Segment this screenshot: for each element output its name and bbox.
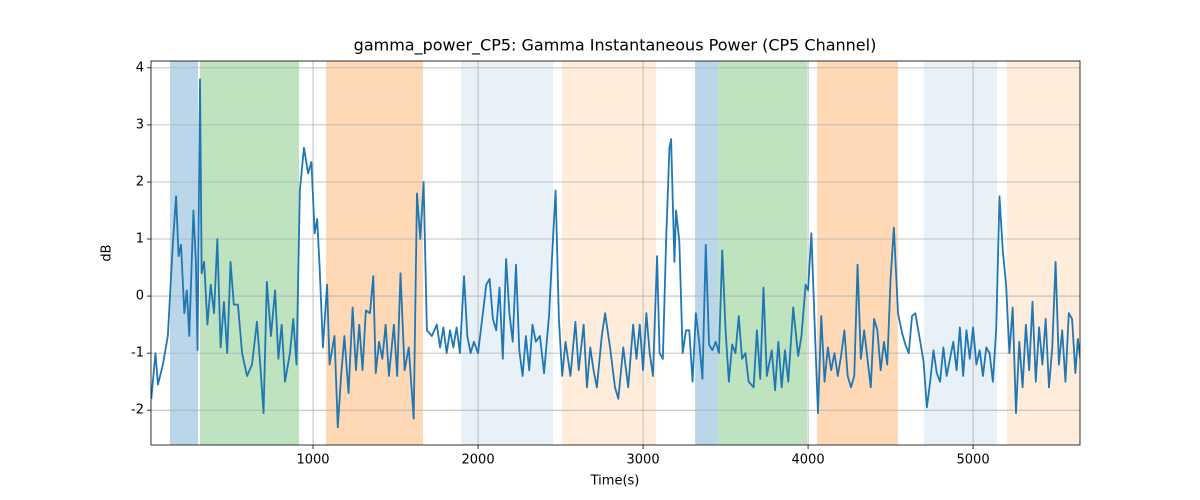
highlight-span	[200, 61, 300, 445]
y-tick-label: 2	[136, 174, 144, 189]
x-tick-label: 3000	[627, 453, 660, 468]
data-line	[151, 78, 1080, 429]
x-tick-label: 2000	[462, 453, 495, 468]
highlight-span	[817, 61, 898, 445]
plot-frame	[150, 60, 1081, 446]
chart-title: gamma_power_CP5: Gamma Instantaneous Pow…	[354, 36, 877, 56]
highlight-span	[924, 61, 998, 445]
y-tick-label: 0	[136, 289, 144, 304]
highlight-span	[718, 61, 808, 445]
y-axis-label: dB	[100, 244, 115, 261]
x-tick-label: 4000	[792, 453, 825, 468]
y-tick-label: 4	[136, 60, 144, 75]
x-tick-label: 1000	[296, 453, 329, 468]
highlight-span	[562, 61, 657, 445]
x-axis-label: Time(s)	[590, 474, 640, 489]
y-tick-label: 1	[136, 232, 144, 247]
x-tick-label: 5000	[957, 453, 990, 468]
y-tick-label: -2	[131, 403, 144, 418]
y-tick-label: 3	[136, 117, 144, 132]
y-tick-label: -1	[131, 346, 144, 361]
highlight-span	[169, 61, 199, 445]
highlight-span	[461, 61, 554, 445]
